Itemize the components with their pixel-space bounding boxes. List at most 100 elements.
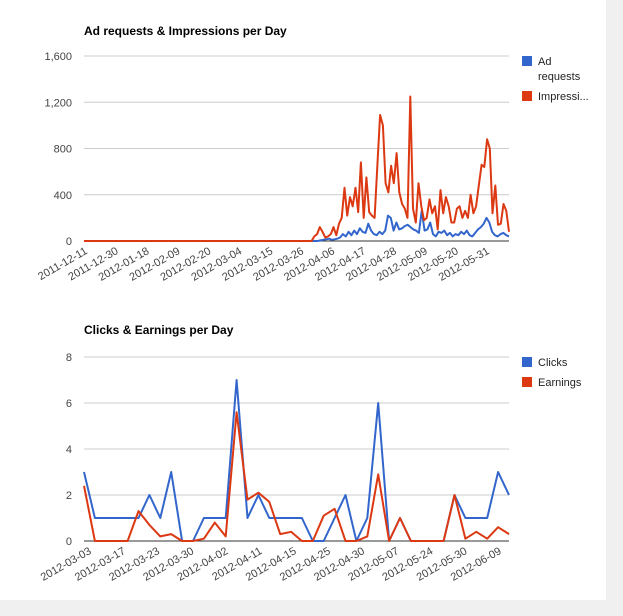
data-point xyxy=(207,241,208,242)
data-point xyxy=(509,495,510,496)
data-point xyxy=(473,213,474,214)
data-point xyxy=(509,231,510,232)
data-point xyxy=(368,223,369,224)
data-point xyxy=(127,541,128,542)
data-point xyxy=(141,241,142,242)
data-point xyxy=(84,485,85,486)
data-point xyxy=(100,241,101,242)
data-point xyxy=(190,241,191,242)
data-point xyxy=(105,518,106,519)
legend-swatch xyxy=(522,91,532,101)
y-tick-label: 0 xyxy=(66,236,72,248)
data-point xyxy=(399,192,400,193)
data-point xyxy=(476,518,477,519)
data-point xyxy=(247,518,248,519)
data-point xyxy=(169,241,170,242)
data-point xyxy=(152,241,153,242)
data-point xyxy=(192,541,193,542)
data-point xyxy=(223,241,224,242)
data-point xyxy=(149,495,150,496)
data-point xyxy=(256,241,257,242)
data-point xyxy=(432,541,433,542)
series-points xyxy=(84,210,510,241)
data-point xyxy=(432,213,433,214)
data-point xyxy=(97,241,98,242)
data-point xyxy=(391,165,392,166)
data-point xyxy=(323,239,324,240)
data-point xyxy=(440,190,441,191)
data-point xyxy=(489,148,490,149)
data-point xyxy=(445,197,446,198)
data-point xyxy=(203,538,204,539)
data-point xyxy=(480,227,481,228)
data-point xyxy=(402,204,403,205)
data-point xyxy=(465,518,466,519)
data-point xyxy=(240,241,241,242)
data-point xyxy=(291,518,292,519)
data-point xyxy=(472,236,473,237)
data-point xyxy=(105,241,106,242)
data-point xyxy=(203,518,204,519)
data-point xyxy=(487,518,488,519)
data-point xyxy=(498,472,499,473)
data-point xyxy=(478,229,479,230)
data-point xyxy=(138,518,139,519)
data-point xyxy=(171,241,172,242)
data-point xyxy=(495,185,496,186)
data-point xyxy=(319,227,320,228)
data-point xyxy=(297,241,298,242)
data-point xyxy=(264,241,265,242)
data-point xyxy=(322,231,323,232)
data-point xyxy=(116,241,117,242)
data-point xyxy=(312,541,313,542)
data-point xyxy=(382,234,383,235)
data-point xyxy=(462,217,463,218)
data-point xyxy=(448,206,449,207)
data-point xyxy=(476,531,477,532)
data-point xyxy=(122,241,123,242)
data-point xyxy=(358,212,359,213)
data-point xyxy=(177,241,178,242)
data-point xyxy=(465,210,466,211)
data-point xyxy=(226,241,227,242)
data-point xyxy=(396,153,397,154)
data-point xyxy=(225,518,226,519)
data-point xyxy=(352,206,353,207)
data-point xyxy=(280,518,281,519)
data-point xyxy=(281,241,282,242)
data-point xyxy=(323,515,324,516)
data-point xyxy=(500,223,501,224)
data-point xyxy=(328,236,329,237)
data-point xyxy=(291,531,292,532)
data-point xyxy=(402,228,403,229)
data-point xyxy=(481,164,482,165)
data-point xyxy=(503,204,504,205)
data-point xyxy=(245,241,246,242)
data-point xyxy=(387,215,388,216)
data-point xyxy=(236,412,237,413)
data-point xyxy=(494,235,495,236)
data-point xyxy=(149,241,150,242)
data-point xyxy=(421,206,422,207)
legend-swatch xyxy=(522,357,532,367)
data-point xyxy=(337,238,338,239)
data-point xyxy=(328,238,329,239)
data-point xyxy=(498,527,499,528)
data-point xyxy=(456,208,457,209)
data-point xyxy=(470,194,471,195)
y-tick-label: 800 xyxy=(54,144,72,156)
data-point xyxy=(407,217,408,218)
legend-label: Clicks xyxy=(538,357,568,369)
data-point xyxy=(426,217,427,218)
data-point xyxy=(284,241,285,242)
data-point xyxy=(356,541,357,542)
data-point xyxy=(371,215,372,216)
data-point xyxy=(232,241,233,242)
data-point xyxy=(463,234,464,235)
data-point xyxy=(275,241,276,242)
data-point xyxy=(427,229,428,230)
data-point xyxy=(407,224,408,225)
data-point xyxy=(300,241,301,242)
data-point xyxy=(497,236,498,237)
